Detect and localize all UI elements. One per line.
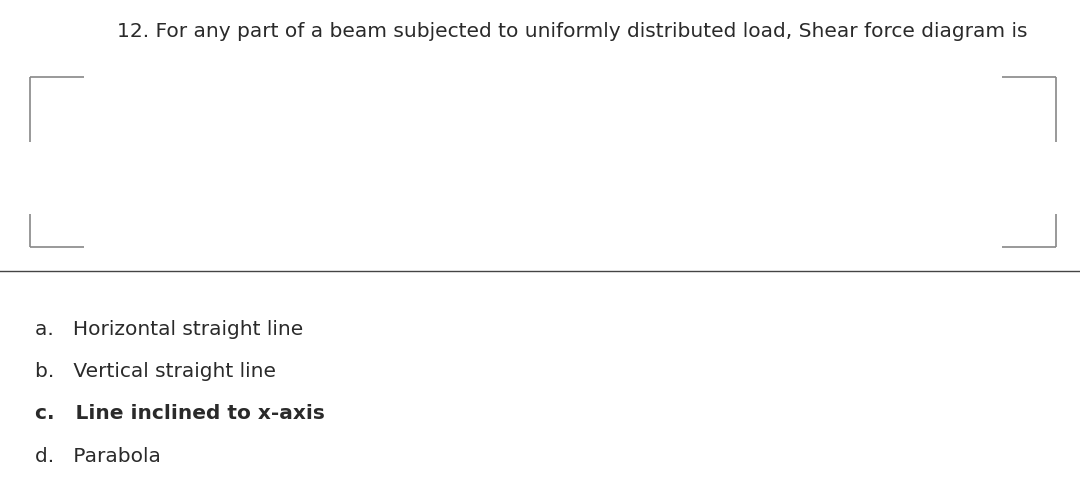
- Text: d.   Parabola: d. Parabola: [35, 447, 161, 466]
- Text: 12. For any part of a beam subjected to uniformly distributed load, Shear force : 12. For any part of a beam subjected to …: [117, 22, 1027, 41]
- Text: c.   Line inclined to x-axis: c. Line inclined to x-axis: [35, 404, 324, 423]
- Text: a.   Horizontal straight line: a. Horizontal straight line: [35, 320, 302, 339]
- Text: b.   Vertical straight line: b. Vertical straight line: [35, 362, 275, 381]
